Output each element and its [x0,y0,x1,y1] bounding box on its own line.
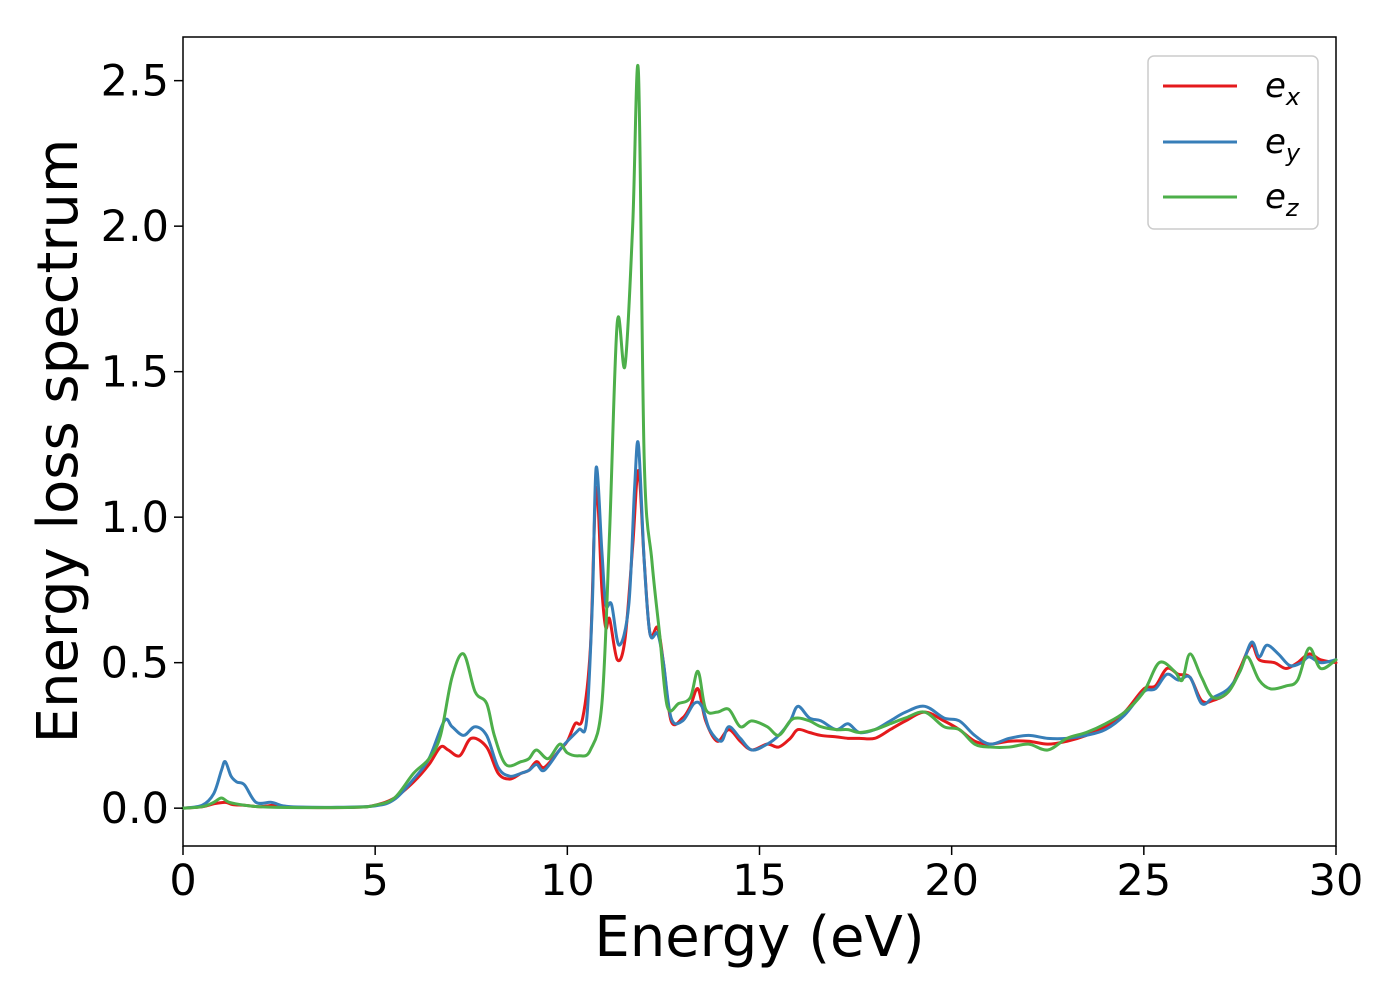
legend-label-e_y: ey [1265,122,1301,167]
y-tick-label: 2.5 [101,57,169,107]
y-tick-label: 0.0 [101,784,169,834]
y-tick-label: 1.0 [101,493,169,543]
y-axis-ticks: 0.0 0.5 1.0 1.5 2.0 2.5 [101,57,183,834]
y-tick-label: 0.5 [101,639,169,689]
x-tick-label: 0 [169,856,196,906]
x-tick-label: 15 [732,856,787,906]
legend-items: ex ey ez [1163,66,1301,222]
x-tick-label: 30 [1309,856,1364,906]
x-tick-label: 25 [1116,856,1171,906]
series-group [181,63,1338,810]
y-tick-label: 2.0 [101,202,169,252]
series-line-e_x [181,469,1338,810]
legend-label-e_x: ex [1265,66,1301,111]
y-axis-label: Energy loss spectrum [26,139,91,744]
plot-area: 0 5 10 15 20 25 30 0.0 0.5 1.0 1.5 2.0 2.5 [101,36,1363,906]
legend: ex ey ez [1147,55,1319,230]
y-tick-label: 1.5 [101,348,169,398]
x-tick-label: 5 [361,856,388,906]
legend-label-e_z: ez [1265,177,1300,222]
x-tick-label: 20 [924,856,979,906]
series-line-e_z [181,63,1338,810]
x-tick-label: 10 [540,856,595,906]
x-axis-ticks: 0 5 10 15 20 25 30 [169,846,1363,906]
x-axis-label: Energy (eV) [594,905,924,970]
